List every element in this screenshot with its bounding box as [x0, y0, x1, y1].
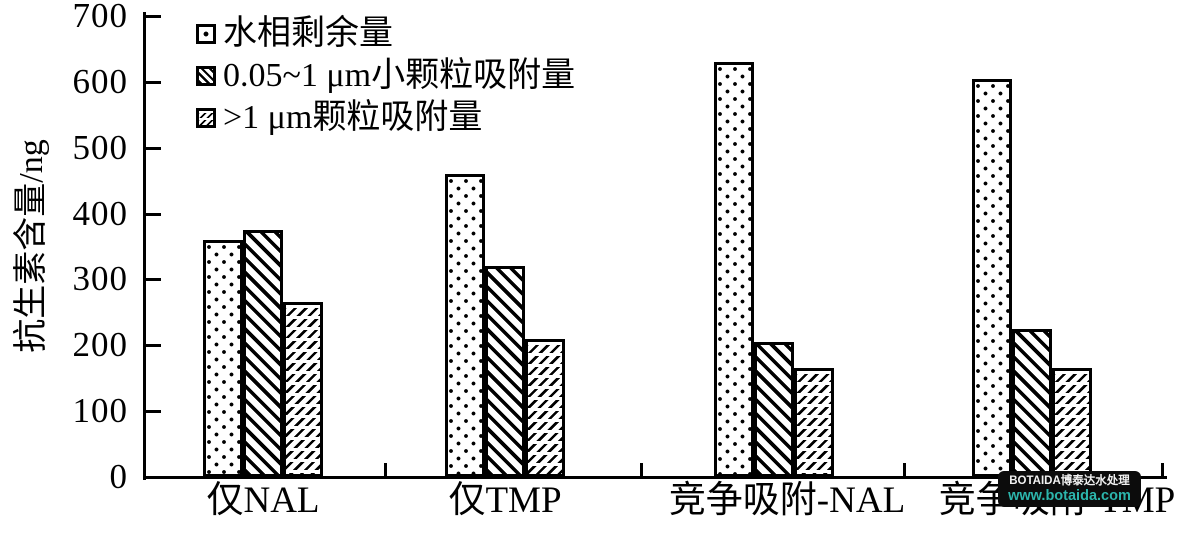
- x-tick: [1161, 463, 1164, 477]
- x-tick: [903, 463, 906, 477]
- legend-item: >1 μm颗粒吸附量: [196, 97, 575, 139]
- y-tick: [146, 344, 161, 347]
- y-tick-label: 600: [72, 62, 128, 101]
- bar-dash-group4: [1052, 368, 1092, 477]
- x-tick: [640, 463, 643, 477]
- bar-hatch-group2: [485, 266, 525, 477]
- bar-hatch-group3: [754, 342, 794, 477]
- x-category-label: 竞争吸附-NAL: [668, 480, 906, 521]
- legend-label: 0.05~1 μm小颗粒吸附量: [223, 57, 576, 94]
- bar-dots-group3: [714, 62, 754, 477]
- x-axis-line: [143, 476, 1167, 479]
- y-tick-label: 400: [72, 194, 128, 233]
- bar-dots-group4: [972, 79, 1012, 477]
- watermark-url: www.botaida.com: [1008, 487, 1131, 504]
- bar-hatch-group1: [243, 230, 283, 477]
- x-category-label: 仅NAL: [206, 480, 320, 521]
- y-tick: [146, 278, 161, 281]
- legend-item: 0.05~1 μm小颗粒吸附量: [196, 55, 575, 97]
- legend-dots-swatch-icon: [196, 24, 216, 44]
- y-tick-label: 300: [72, 259, 128, 298]
- bar-dash-group2: [525, 339, 565, 477]
- legend-dash-swatch-icon: [196, 108, 216, 128]
- y-tick-label: 100: [72, 391, 128, 430]
- watermark-title: BOTAIDA博泰达水处理: [1009, 474, 1130, 487]
- y-tick: [146, 81, 161, 84]
- bar-dots-group2: [445, 174, 485, 477]
- x-tick: [384, 463, 387, 477]
- legend: 水相剩余量 0.05~1 μm小颗粒吸附量 >1 μm颗粒吸附量: [196, 13, 575, 139]
- y-tick-label: 700: [72, 0, 128, 35]
- y-tick-label: 500: [72, 128, 128, 167]
- y-tick: [146, 213, 161, 216]
- legend-label: >1 μm颗粒吸附量: [223, 99, 483, 136]
- y-axis-line: [143, 12, 146, 480]
- watermark: BOTAIDA博泰达水处理 www.botaida.com: [998, 471, 1141, 507]
- bar-hatch-group4: [1012, 329, 1052, 477]
- y-tick: [146, 15, 161, 18]
- legend-hatch-swatch-icon: [196, 66, 216, 86]
- y-tick: [146, 147, 161, 150]
- bar-dash-group3: [794, 368, 834, 477]
- y-tick: [146, 476, 161, 479]
- y-tick-label: 200: [72, 325, 128, 364]
- x-category-label: 仅TMP: [448, 480, 562, 521]
- y-tick-label: 0: [109, 457, 128, 496]
- bar-dots-group1: [203, 240, 243, 477]
- bar-dash-group1: [283, 302, 323, 477]
- y-tick: [146, 410, 161, 413]
- legend-item: 水相剩余量: [196, 13, 575, 55]
- legend-label: 水相剩余量: [223, 15, 393, 52]
